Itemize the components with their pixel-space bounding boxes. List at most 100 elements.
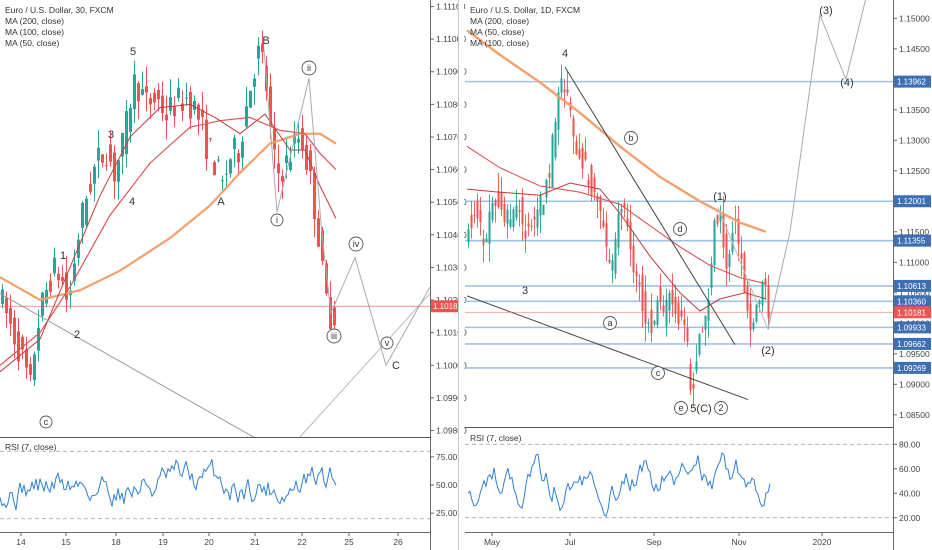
price-tick: 1.10500	[430, 197, 467, 207]
price-tick: 1.09800	[430, 425, 467, 435]
price-tick: 1.10700	[430, 132, 467, 142]
candle	[668, 289, 671, 324]
wave-label-5C: 5(C)	[690, 403, 711, 415]
candle	[707, 288, 710, 338]
svg-text:25: 25	[344, 537, 354, 547]
candle	[581, 143, 584, 179]
time-tick: May	[484, 532, 501, 547]
candle	[321, 226, 324, 266]
svg-text:2: 2	[718, 403, 723, 413]
candle	[205, 104, 208, 171]
candle	[737, 206, 740, 261]
candle	[221, 175, 224, 191]
svg-text:18: 18	[111, 537, 121, 547]
svg-text:1.10600: 1.10600	[436, 165, 467, 175]
wave-2-line	[717, 207, 769, 330]
svg-text:22: 22	[297, 537, 307, 547]
candle	[527, 212, 530, 237]
candle	[301, 114, 304, 159]
svg-text:25.00: 25.00	[436, 508, 458, 518]
candle	[181, 90, 184, 122]
candle	[518, 199, 521, 227]
wave-label-2: 2	[74, 329, 80, 341]
candle	[644, 275, 647, 342]
candle	[109, 130, 112, 167]
svg-text:3: 3	[522, 285, 528, 297]
candle	[189, 86, 192, 130]
wave-label-e: e	[674, 401, 688, 415]
candle	[105, 153, 108, 171]
panel-divider	[458, 0, 464, 550]
candle	[686, 316, 689, 347]
candle	[137, 81, 140, 120]
candle	[149, 93, 152, 119]
svg-text:14: 14	[16, 537, 26, 547]
svg-text:A: A	[217, 196, 225, 208]
candle	[683, 307, 686, 343]
svg-text:21: 21	[250, 537, 260, 547]
time-tick: Jul	[565, 532, 576, 547]
candle	[165, 95, 168, 140]
candle	[169, 79, 172, 115]
candle	[245, 86, 248, 128]
candle	[193, 95, 196, 115]
time-tick: 26	[393, 532, 403, 547]
svg-text:1.10900: 1.10900	[436, 67, 467, 77]
candle	[497, 172, 500, 209]
rsi-legend: RSI (7, close)	[470, 433, 522, 443]
ma50-line	[0, 103, 337, 373]
price-tick: 1.09900	[430, 393, 467, 403]
ma100-line	[466, 145, 767, 285]
wave-projection-path	[767, 0, 867, 330]
wave-label-4: (4)	[840, 77, 853, 89]
svg-text:1.10800: 1.10800	[436, 99, 467, 109]
candle	[177, 78, 180, 102]
svg-text:c: c	[656, 368, 661, 378]
svg-text:May: May	[484, 537, 501, 547]
price-axis-1d[interactable]: 1.150001.145001.140001.135001.130001.125…	[893, 0, 931, 550]
rsi-tick: 50.00	[430, 480, 458, 490]
price-tick: 1.11500	[893, 227, 929, 237]
time-axis-1d[interactable]: May Jul Sep Nov 2020	[465, 532, 893, 547]
svg-text:1.13500: 1.13500	[899, 105, 930, 115]
time-axis-30m[interactable]: 14 15 18 19 20 21 22 25 26	[0, 532, 430, 547]
candle	[722, 196, 725, 259]
candle	[533, 206, 536, 237]
candle	[551, 132, 554, 189]
candle	[713, 217, 716, 273]
svg-text:4: 4	[562, 48, 568, 60]
time-tick: 15	[61, 532, 71, 547]
wave-label-iv: iv	[348, 236, 364, 252]
candle	[13, 310, 16, 359]
candle	[97, 130, 100, 179]
candle	[482, 229, 485, 263]
time-tick: 19	[158, 532, 168, 547]
svg-text:Nov: Nov	[731, 537, 747, 547]
candle	[665, 288, 668, 337]
rsi-tick: 40.00	[893, 488, 921, 498]
candle	[273, 111, 276, 169]
wave-label-A: A	[217, 196, 225, 208]
time-tick: Sep	[646, 532, 662, 547]
svg-text:ii: ii	[307, 63, 311, 73]
candle	[261, 30, 264, 64]
candle	[725, 224, 728, 287]
candle	[545, 178, 548, 204]
candle	[1, 283, 4, 309]
last-price-label: 1.10181	[431, 300, 462, 313]
svg-text:1.08500: 1.08500	[899, 410, 930, 420]
svg-text:1.10181: 1.10181	[897, 308, 926, 317]
wave-label-c: c	[651, 366, 665, 380]
panel-eurusd-1d[interactable]: 4 3 b a c d e 5(C) 2 (1) (2) (3) (4) 1.15000 1.14500 1…	[465, 0, 931, 550]
price-axis-30m[interactable]: 1.11100 1.11000 1.10900 1.10800 1.10700 1.106…	[430, 0, 467, 550]
svg-text:i: i	[276, 215, 278, 225]
candle	[9, 294, 12, 337]
candle	[752, 318, 755, 332]
svg-text:v: v	[385, 338, 390, 348]
svg-text:1.09800: 1.09800	[436, 425, 467, 435]
candle	[57, 266, 60, 289]
